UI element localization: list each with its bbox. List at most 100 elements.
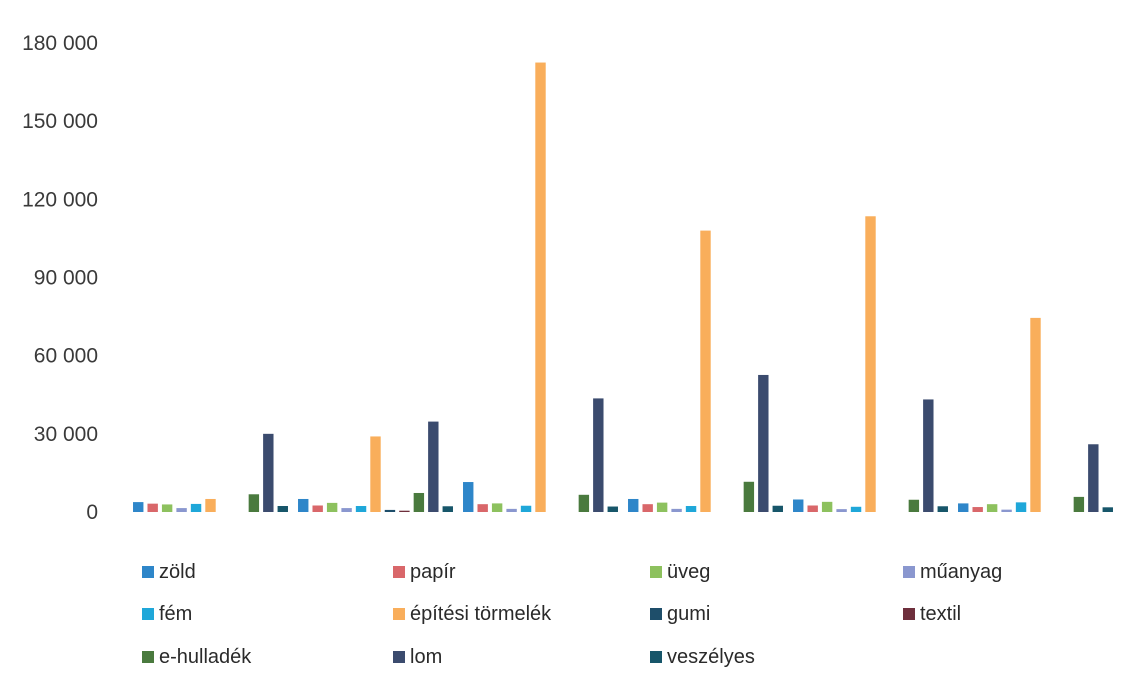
legend-label: fém (159, 603, 192, 625)
bar-műanyag-5 (836, 509, 847, 512)
bar-e-hulladék-5 (908, 499, 920, 512)
bar-üveg-4 (656, 502, 668, 512)
legend-item-papír: papír (393, 561, 456, 583)
legend-swatch (393, 566, 405, 578)
legend-item-építési-törmelék: építési törmelék (393, 603, 552, 625)
bar-gumi-2 (384, 509, 396, 512)
bar-veszélyes-6 (1102, 507, 1113, 512)
bar-műanyag-3 (506, 508, 517, 512)
bar-zöld-5 (793, 499, 804, 512)
bar-veszélyes-3 (607, 506, 618, 512)
legend-item-gumi: gumi (650, 603, 710, 625)
bar-fém-2 (355, 506, 367, 512)
legend-label: építési törmelék (410, 603, 552, 625)
legend-swatch (903, 608, 915, 620)
legend-item-textil: textil (903, 603, 961, 625)
bar-lom-3 (593, 398, 604, 512)
bar-lom-6 (1088, 444, 1099, 512)
bar-műanyag-4 (671, 508, 682, 512)
legend-swatch (142, 651, 154, 663)
legend-label: papír (410, 561, 456, 583)
bars (133, 62, 1113, 512)
y-axis: 0 30 000 60 000 90 000 120 000 150 000 180 000 (22, 32, 98, 524)
bar-zöld-6 (958, 503, 969, 512)
y-tick-label: 60 000 (34, 345, 98, 368)
legend-swatch (393, 608, 405, 620)
bar-zöld-3 (463, 482, 474, 512)
legend: zöld papír üveg műanyag fém építési törmelék g… (142, 561, 1002, 668)
bar-fém-4 (685, 506, 697, 512)
bar-veszélyes-4 (772, 505, 783, 512)
legend-label: zöld (159, 561, 196, 583)
bar-fém-5 (850, 506, 862, 512)
legend-swatch (650, 566, 662, 578)
bar-textil-2 (399, 510, 410, 512)
bar-lom-4 (758, 374, 769, 512)
legend-item-zöld: zöld (142, 561, 196, 583)
bar-fém-1 (190, 503, 202, 512)
bar-e-hulladék-4 (743, 481, 755, 512)
bar-papír-1 (147, 503, 158, 512)
bar-veszélyes-2 (442, 506, 453, 512)
legend-swatch (650, 608, 662, 620)
y-tick-label: 0 (86, 501, 98, 524)
legend-item-fém: fém (142, 603, 192, 625)
bar-üveg-2 (326, 502, 338, 512)
bar-műanyag-1 (176, 508, 187, 512)
bar-papír-4 (642, 504, 653, 512)
legend-label: e-hulladék (159, 646, 252, 668)
bar-papír-3 (477, 504, 488, 512)
legend-swatch (393, 651, 405, 663)
bar-építési-törmelék-3 (535, 62, 546, 512)
legend-swatch (650, 651, 662, 663)
bar-zöld-2 (298, 498, 309, 512)
legend-label: textil (920, 603, 961, 625)
bar-veszélyes-5 (937, 506, 948, 512)
legend-label: lom (410, 646, 442, 668)
legend-item-üveg: üveg (650, 561, 710, 583)
bar-lom-1 (263, 433, 274, 512)
bar-üveg-3 (491, 503, 503, 512)
legend-label: műanyag (920, 561, 1002, 583)
y-tick-label: 180 000 (22, 32, 98, 55)
bar-e-hulladék-3 (578, 494, 590, 512)
bar-papír-2 (312, 505, 323, 512)
legend-item-műanyag: műanyag (903, 561, 1002, 583)
y-tick-label: 150 000 (22, 110, 98, 133)
bar-fém-3 (520, 505, 532, 512)
bar-fém-6 (1015, 502, 1027, 512)
legend-swatch (142, 608, 154, 620)
bar-e-hulladék-2 (413, 492, 425, 512)
legend-label: gumi (667, 603, 710, 625)
bar-zöld-1 (133, 502, 144, 512)
bar-építési-törmelék-5 (865, 216, 876, 512)
legend-label: üveg (667, 561, 710, 583)
bar-építési-törmelék-6 (1030, 317, 1041, 512)
bar-papír-5 (807, 505, 818, 512)
legend-swatch (142, 566, 154, 578)
bar-e-hulladék-6 (1073, 496, 1085, 512)
bar-üveg-5 (821, 501, 833, 512)
legend-item-veszélyes: veszélyes (650, 646, 755, 668)
bar-papír-6 (972, 507, 983, 512)
bar-építési-törmelék-4 (700, 230, 711, 512)
y-tick-label: 30 000 (34, 423, 98, 446)
legend-swatch (903, 566, 915, 578)
bar-lom-2 (428, 421, 439, 512)
bar-műanyag-6 (1001, 509, 1012, 512)
legend-label: veszélyes (667, 646, 755, 668)
bar-építési-törmelék-2 (370, 436, 381, 512)
bar-üveg-1 (161, 504, 173, 512)
y-tick-label: 90 000 (34, 267, 98, 290)
legend-item-lom: lom (393, 646, 442, 668)
bar-lom-5 (923, 399, 934, 512)
legend-item-e-hulladék: e-hulladék (142, 646, 252, 668)
bar-zöld-4 (628, 498, 639, 512)
bar-veszélyes-1 (277, 506, 288, 512)
bar-műanyag-2 (341, 508, 352, 512)
bar-üveg-6 (986, 504, 998, 512)
y-tick-label: 120 000 (22, 188, 98, 211)
bar-építési-törmelék-1 (205, 498, 216, 512)
bar-e-hulladék-1 (248, 494, 260, 512)
